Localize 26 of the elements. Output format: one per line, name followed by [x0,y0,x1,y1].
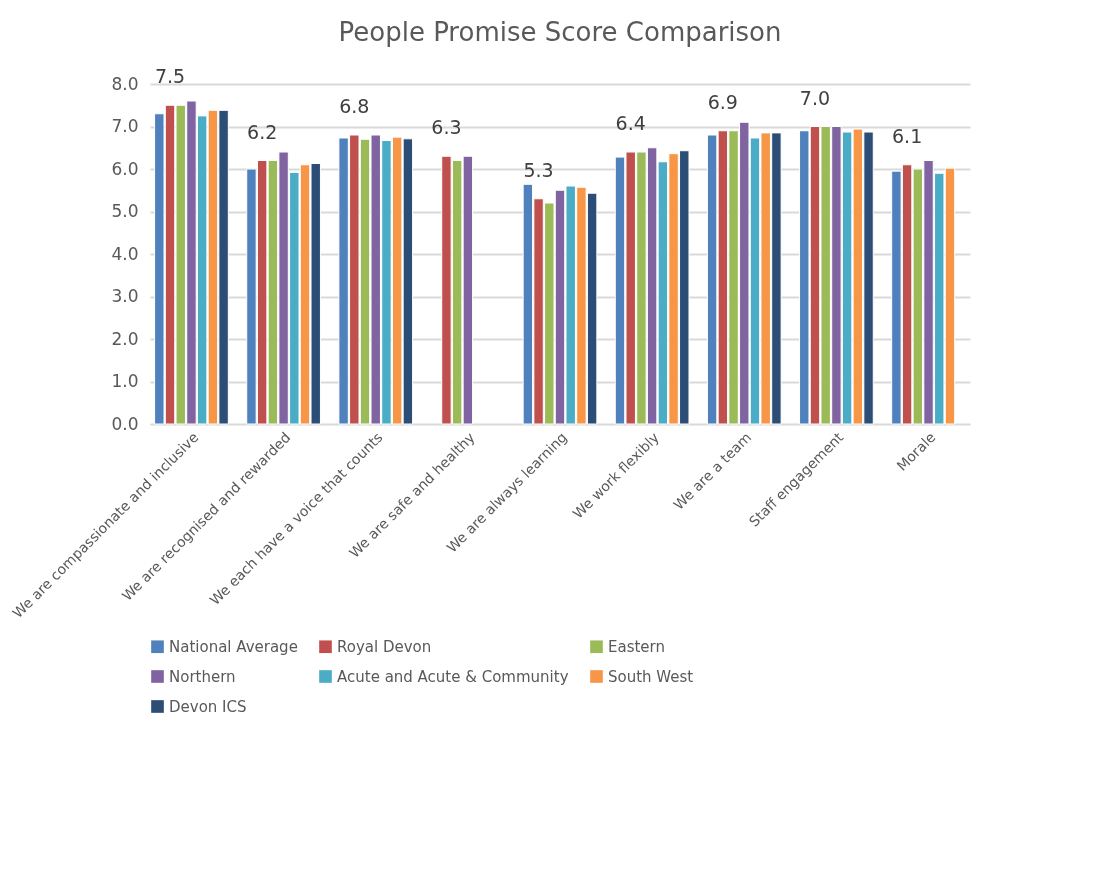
legend-label: Northern [169,667,236,686]
y-tick-label: 8.0 [111,73,139,94]
legend-label: South West [608,667,694,686]
y-tick-label: 3.0 [111,286,139,306]
chart-title: People Promise Score Comparison [338,17,782,48]
data-label: 6.3 [431,116,462,139]
data-label: 5.3 [523,158,554,181]
data-label: 6.4 [615,112,646,134]
data-label: 6.2 [247,120,278,143]
data-label: 6.9 [707,90,738,113]
data-label: 6.8 [339,95,370,117]
data-label: 7.5 [154,65,186,88]
legend-label: National Average [169,637,298,656]
y-tick-label: 7.0 [111,116,139,136]
legend-label: Acute and Acute & Community [337,667,569,686]
y-tick-label: 6.0 [111,158,139,179]
legend-label: Eastern [608,637,666,656]
y-tick-label: 1.0 [111,371,139,391]
y-tick-label: 4.0 [111,243,139,264]
y-tick-label: 2.0 [111,328,139,349]
y-tick-label: 0.0 [111,413,139,434]
legend-label: Royal Devon [337,637,432,656]
legend-label: Devon ICS [169,697,247,716]
y-tick-label: 5.0 [111,201,139,221]
data-label: 6.1 [892,124,923,147]
data-label: 7.0 [799,86,831,109]
